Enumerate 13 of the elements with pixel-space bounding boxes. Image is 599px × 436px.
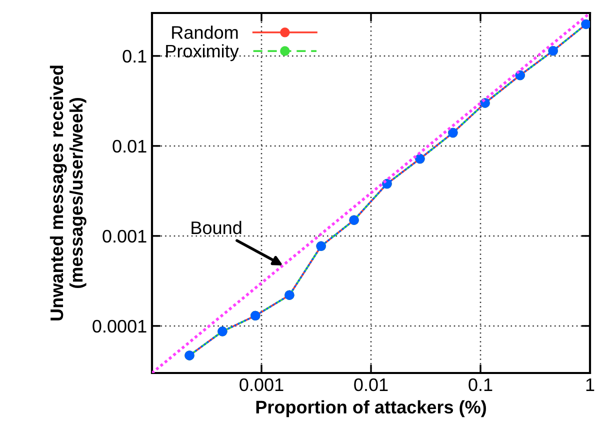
legend-label: Proximity (166, 44, 239, 62)
y-tick-label: 0.01 (112, 140, 146, 153)
annotation: Bound (192, 220, 242, 234)
y-axis-title: Unwanted messages received (messages/user/week) (50, 66, 86, 320)
y-tick-label: 0.1 (122, 50, 146, 63)
legend-label: Random (172, 26, 238, 39)
x-tick-label: 1 (586, 378, 594, 391)
x-tick-label: 0.001 (240, 378, 284, 392)
x-tick-label: 0.01 (354, 378, 388, 392)
x-tick-label: 0.1 (468, 378, 492, 392)
y-tick-label: 0.0001 (92, 320, 146, 333)
y-tick-label: 0.001 (102, 230, 146, 243)
x-axis-title: Proportion of attackers (%) (256, 400, 486, 418)
